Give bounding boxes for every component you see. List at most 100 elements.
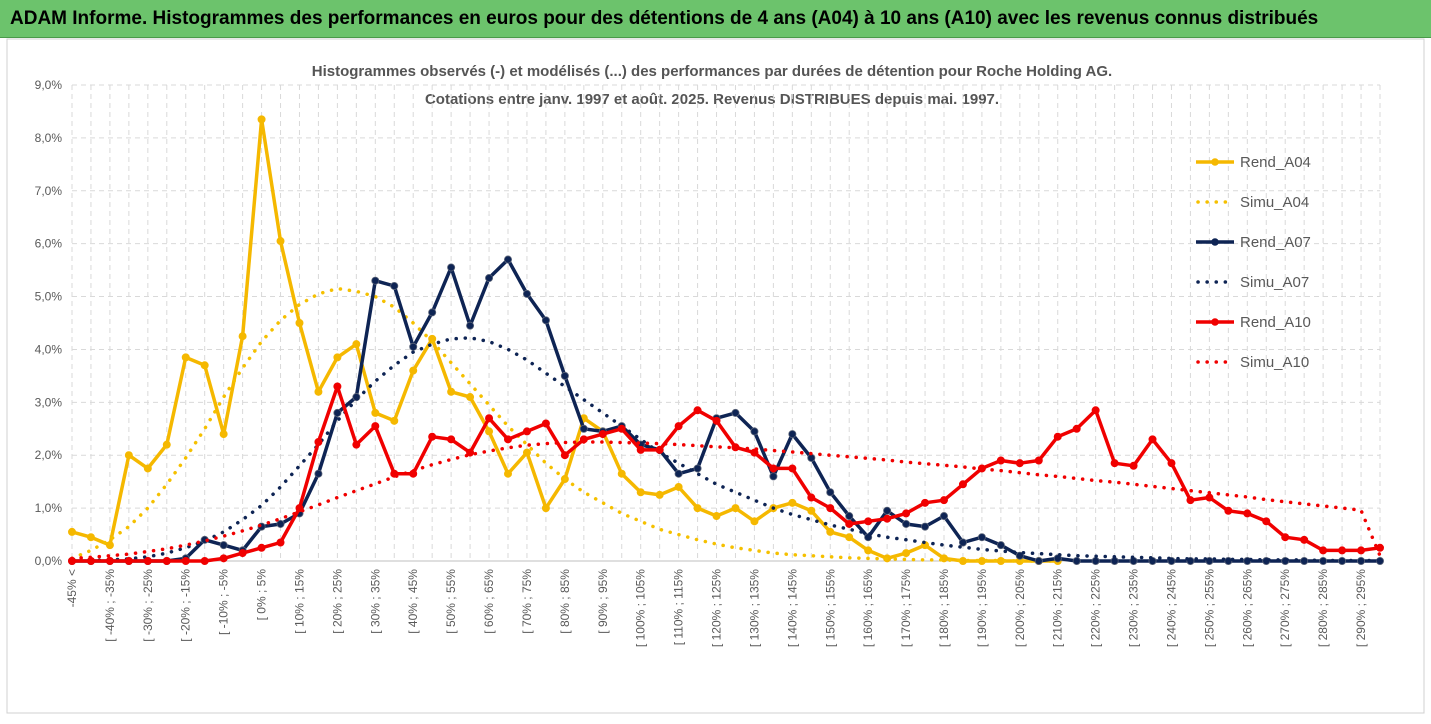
data-point-rend-a04	[314, 387, 323, 396]
data-point-rend-a07	[1015, 551, 1024, 560]
data-point-rend-a10	[1262, 517, 1271, 526]
data-point-rend-a10	[1186, 496, 1195, 505]
legend: Rend_A04 Simu_A04 Rend_A07 Simu_A07 Rend_A10…	[1196, 154, 1311, 371]
data-point-rend-a10	[1205, 493, 1214, 502]
data-point-rend-a10	[940, 496, 949, 505]
data-point-rend-a10	[693, 406, 702, 415]
legend-marker-rend-a07	[1211, 238, 1219, 246]
title-banner: ADAM Informe. Histogrammes des performan…	[0, 0, 1431, 38]
data-point-rend-a04	[124, 451, 133, 460]
data-point-rend-a10	[636, 445, 645, 454]
x-tick-label: [ 260% ; 265%	[1240, 569, 1254, 647]
data-point-rend-a04	[238, 332, 247, 341]
data-point-rend-a04	[68, 527, 77, 536]
data-point-rend-a04	[466, 393, 475, 402]
data-point-rend-a07	[940, 512, 949, 521]
data-point-rend-a10	[200, 557, 209, 566]
data-point-rend-a10	[522, 427, 531, 436]
data-point-rend-a07	[1224, 557, 1233, 566]
data-point-rend-a10	[1053, 432, 1062, 441]
data-point-rend-a10	[788, 464, 797, 473]
data-point-rend-a04	[333, 353, 342, 362]
data-point-rend-a04	[674, 482, 683, 491]
data-point-rend-a04	[143, 464, 152, 473]
y-tick-label: 9,0%	[35, 78, 63, 92]
data-point-rend-a10	[1034, 456, 1043, 465]
data-point-rend-a07	[750, 427, 759, 436]
data-point-rend-a07	[807, 453, 816, 462]
x-tick-label: [ 170% ; 175%	[899, 569, 913, 647]
data-point-rend-a04	[86, 533, 95, 542]
data-point-rend-a10	[181, 557, 190, 566]
data-point-rend-a04	[352, 340, 361, 349]
data-point-rend-a10	[143, 557, 152, 566]
data-point-rend-a04	[750, 517, 759, 526]
data-point-rend-a10	[466, 448, 475, 457]
data-point-rend-a10	[674, 422, 683, 431]
data-point-rend-a10	[1357, 546, 1366, 555]
data-point-rend-a10	[1129, 461, 1138, 470]
data-point-rend-a07	[977, 533, 986, 542]
data-point-rend-a07	[503, 255, 512, 264]
data-point-rend-a04	[219, 430, 228, 439]
data-point-rend-a07	[1034, 557, 1043, 566]
data-point-rend-a10	[864, 517, 873, 526]
data-point-rend-a07	[845, 512, 854, 521]
data-point-rend-a07	[674, 469, 683, 478]
x-tick-label: [ 180% ; 185%	[937, 569, 951, 647]
data-point-rend-a10	[162, 557, 171, 566]
data-point-rend-a07	[409, 342, 418, 351]
data-point-rend-a07	[466, 321, 475, 330]
data-point-rend-a04	[636, 488, 645, 497]
data-point-rend-a10	[447, 435, 456, 444]
y-tick-label: 7,0%	[35, 184, 63, 198]
data-point-rend-a10	[541, 419, 550, 428]
data-point-rend-a04	[731, 504, 740, 513]
chart-border	[6, 38, 1425, 714]
data-point-rend-a10	[769, 464, 778, 473]
chart-title-line2: Cotations entre janv. 1997 et août. 2025…	[425, 91, 999, 108]
data-point-rend-a07	[541, 316, 550, 325]
x-axis: -45% < [ -40% ; -35% [ -30% ; -25% [ -20% ;…	[65, 569, 1368, 647]
data-point-rend-a04	[712, 512, 721, 521]
legend-marker-rend-a10	[1211, 318, 1219, 326]
data-point-rend-a10	[1148, 435, 1157, 444]
x-tick-label: [ 130% ; 135%	[747, 569, 761, 647]
data-point-rend-a07	[996, 541, 1005, 550]
data-point-rend-a04	[200, 361, 209, 370]
x-tick-label: [ 280% ; 285%	[1316, 569, 1330, 647]
data-point-rend-a07	[1053, 554, 1062, 563]
histogram-chart: Histogrammes observés (-) et modélisés (…	[6, 38, 1425, 714]
series-line-simu-a04	[70, 286, 1060, 563]
data-point-rend-a04	[977, 557, 986, 566]
data-point-rend-a10	[826, 504, 835, 513]
y-tick-label: 1,0%	[35, 501, 63, 515]
x-tick-label: [ -10% ; -5%	[217, 569, 231, 635]
data-point-rend-a07	[276, 519, 285, 528]
data-point-rend-a04	[902, 549, 911, 558]
x-tick-label: [ -40% ; -35%	[103, 569, 117, 642]
data-point-rend-a10	[807, 493, 816, 502]
data-point-rend-a04	[617, 469, 626, 478]
y-tick-label: 2,0%	[35, 448, 63, 462]
x-tick-label: [ 220% ; 225%	[1089, 569, 1103, 647]
data-point-rend-a04	[181, 353, 190, 362]
data-point-rend-a04	[105, 541, 114, 550]
legend-marker-rend-a04	[1211, 158, 1219, 166]
x-tick-label: [ 190% ; 195%	[975, 569, 989, 647]
data-point-rend-a07	[333, 408, 342, 417]
legend-label-simu-a04: Simu_A04	[1240, 194, 1309, 211]
data-point-rend-a07	[769, 472, 778, 481]
x-tick-label: [ 0% ; 5%	[255, 569, 269, 621]
data-point-rend-a10	[883, 514, 892, 523]
data-point-rend-a04	[655, 490, 664, 499]
data-point-rend-a04	[864, 546, 873, 555]
data-point-rend-a10	[921, 498, 930, 507]
data-point-rend-a07	[522, 289, 531, 298]
data-point-rend-a10	[1319, 546, 1328, 555]
data-point-rend-a04	[276, 237, 285, 246]
x-tick-label: [ 150% ; 155%	[823, 569, 837, 647]
data-point-rend-a10	[655, 445, 664, 454]
data-point-rend-a10	[1224, 506, 1233, 515]
data-point-rend-a10	[1300, 535, 1309, 544]
